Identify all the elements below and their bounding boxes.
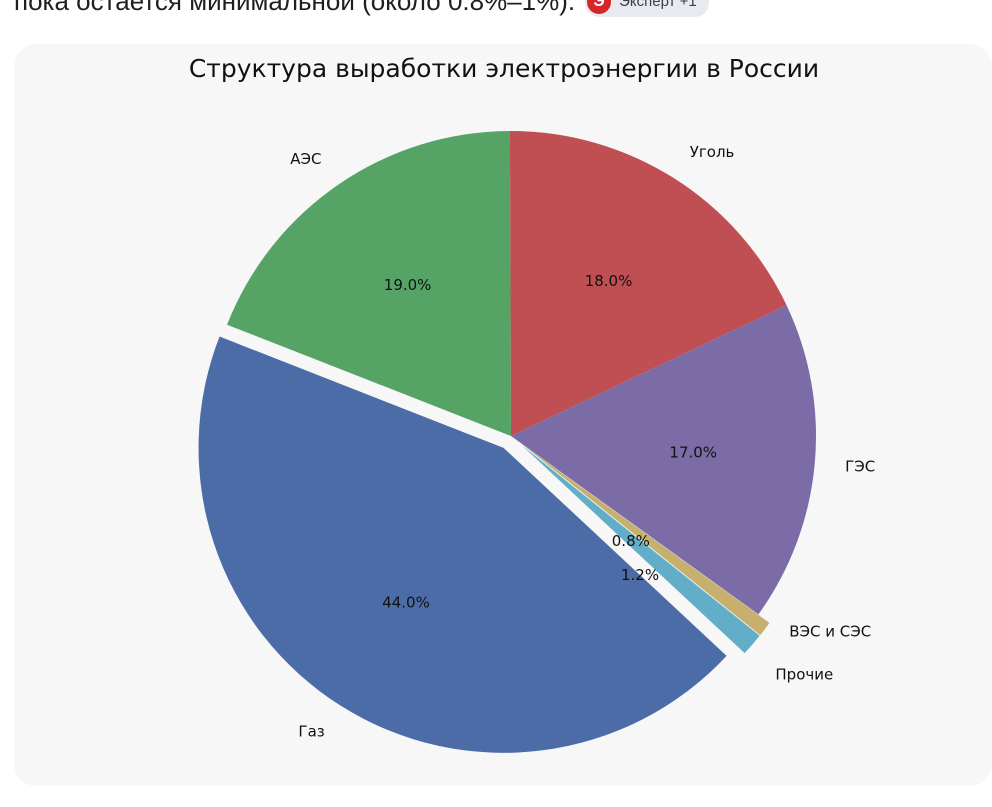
category-label-2: Уголь: [690, 143, 735, 161]
expert-chip[interactable]: Э Эксперт +1: [585, 0, 709, 17]
pct-label-5: 1.2%: [621, 566, 659, 584]
pie-slice-4: [522, 444, 770, 636]
pie-slices: [198, 131, 816, 753]
pie-slice-3: [511, 305, 816, 615]
category-label-0: Газ: [298, 723, 324, 741]
pct-label-4: 0.8%: [612, 532, 650, 550]
chart-title: Структура выработки электроэнергии в Рос…: [189, 54, 819, 83]
pie-slice-5: [521, 445, 760, 654]
pie-slice-2: [509, 131, 787, 436]
category-label-5: Прочие: [775, 666, 833, 684]
chart-card: Структура выработки электроэнергии в Рос…: [14, 44, 992, 786]
expert-logo-icon: Э: [587, 0, 612, 14]
category-label-4: ВЭС и СЭС: [789, 623, 871, 641]
top-sentence: пока остается минимальной (около 0.8%–1%…: [14, 0, 576, 16]
pie-slice-1: [227, 131, 512, 436]
pct-label-1: 19.0%: [384, 276, 432, 294]
expert-chip-label: Эксперт +1: [619, 0, 697, 10]
category-label-1: АЭС: [290, 150, 321, 168]
pie-chart: Структура выработки электроэнергии в Рос…: [189, 54, 875, 753]
pie-slice-labels: 44.0% Газ 19.0% АЭС 18.0% Уголь 17.0% ГЭС 0.8% ВЭ…: [290, 143, 875, 741]
category-label-3: ГЭС: [845, 457, 875, 475]
top-text-line: пока остается минимальной (около 0.8%–1%…: [14, 0, 709, 17]
pct-label-2: 18.0%: [585, 272, 633, 290]
pct-label-3: 17.0%: [669, 444, 717, 462]
pct-label-0: 44.0%: [382, 594, 430, 612]
pie-slice-0: [198, 336, 727, 753]
